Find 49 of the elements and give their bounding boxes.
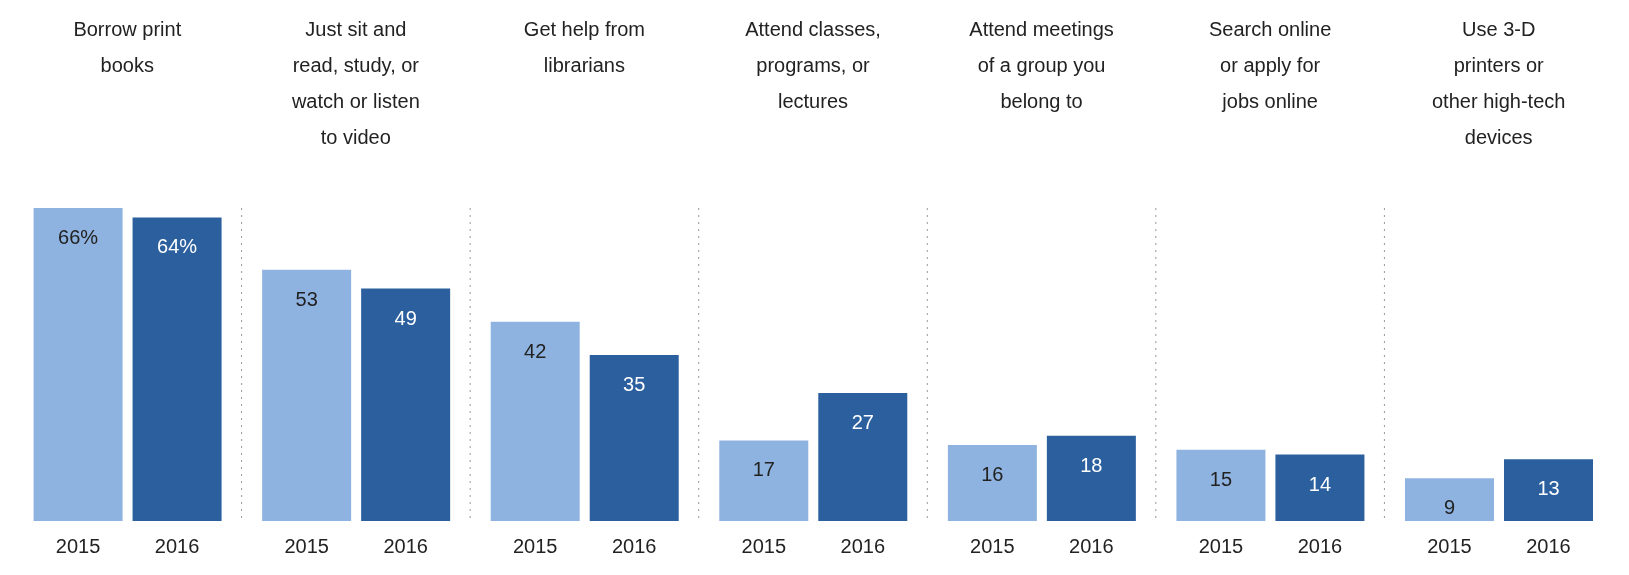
data-label: 16 [981,463,1004,486]
x-tick-label: Borrow print books [73,18,182,76]
bar [361,288,451,521]
data-label: 13 [1537,477,1560,500]
bar [490,321,580,521]
x-tick-label: Attend classes, programs, or lectures [745,18,881,112]
data-label: 9 [1443,496,1456,519]
x-tick-label: Just sit and read, study, or watch or listen to video [290,18,420,148]
x-tick-label: Get help from librarians [523,18,646,76]
bar [1046,435,1136,521]
data-label: 53 [295,287,318,310]
bar [1275,454,1365,521]
data-label: 42 [524,339,547,362]
bar [132,217,222,521]
text: 2016 [1297,535,1343,557]
bar [818,392,908,521]
data-label: 14 [1308,472,1332,495]
text: 2015 [1427,535,1472,557]
text: 2016 [611,535,657,557]
bar [719,440,809,521]
data-label: 15 [1209,467,1233,490]
text: 2015 [512,535,558,557]
text: 2015 [1198,535,1244,557]
series-label: 2016 [154,535,200,557]
data-label: 49 [394,306,417,329]
x-tick-label: Attend meetings of a group you belong to [969,18,1114,112]
text: 2015 [741,535,787,557]
bar [589,355,679,521]
x-tick-label: Search online or apply for jobs online [1208,18,1332,112]
bar [262,269,352,521]
text: 2016 [1069,535,1114,557]
text: 2016 [840,535,886,557]
data-label: 66% [58,226,99,248]
text: 2015 [970,535,1015,557]
bar [33,208,123,521]
x-tick-label: Use 3-D printers or other high-tech devices [1432,18,1566,148]
data-label: 18 [1080,453,1103,476]
text: 2015 [284,535,329,557]
bar [1504,459,1593,521]
data-label: 64% [157,235,198,258]
text: 2016 [1526,535,1571,557]
bar [1405,478,1494,521]
text: 2016 [383,535,428,557]
series-label: 2015 [55,535,101,557]
bar [1176,449,1266,521]
data-label: 35 [623,373,646,396]
data-label: 17 [752,458,775,481]
bar [947,445,1037,521]
data-label: 27 [851,410,874,433]
